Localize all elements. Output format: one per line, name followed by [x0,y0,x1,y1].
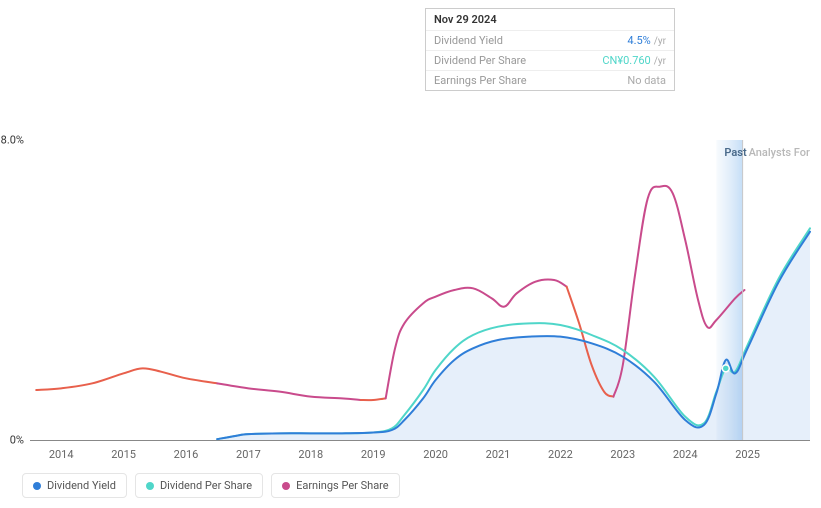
x-tick: 2014 [49,448,74,461]
y-tick-top: 18.0% [0,134,24,147]
x-tick: 2025 [735,448,760,461]
legend-item[interactable]: Earnings Per Share [271,473,400,498]
x-tick: 2019 [361,448,386,461]
tooltip-row: Earnings Per Share No data [426,71,674,90]
forecast-label: Analysts For [749,146,810,159]
past-label: Past [724,146,746,159]
y-tick-bottom: 0% [10,434,24,447]
legend-label: Earnings Per Share [296,479,389,492]
x-axis: 2014 2015 2016 2017 2018 2019 2020 2021 2022 2023… [30,448,811,468]
legend-swatch [282,482,290,490]
x-tick: 2015 [111,448,136,461]
tooltip: Nov 29 2024 Dividend Yield4.5%/yrDividen… [425,8,675,91]
legend: Dividend Yield Dividend Per Share Earnings… [22,473,400,498]
x-tick: 2017 [236,448,261,461]
x-tick: 2021 [486,448,511,461]
x-tick: 2023 [610,448,635,461]
legend-swatch [146,482,154,490]
x-tick: 2020 [423,448,448,461]
tooltip-row: Dividend Per Share CN¥0.760/yr [426,51,674,71]
legend-item[interactable]: Dividend Yield [22,473,127,498]
tooltip-row-value: CN¥0.760/yr [602,54,666,67]
legend-label: Dividend Per Share [160,479,252,492]
x-tick: 2022 [548,448,573,461]
legend-item[interactable]: Dividend Per Share [135,473,263,498]
legend-swatch [33,482,41,490]
chart-area: 18.0% 0% Past Analysts For [30,140,810,440]
tooltip-row-value: 4.5%/yr [627,34,666,47]
tooltip-row: Dividend Yield 4.5%/yr [426,31,674,51]
tooltip-row-label: Dividend Yield [434,34,503,47]
x-tick: 2018 [298,448,323,461]
x-tick: 2024 [673,448,698,461]
chart-svg [30,140,810,440]
x-tick: 2016 [174,448,199,461]
tooltip-row-label: Dividend Per Share [434,54,526,67]
tooltip-row-value: No data [627,74,666,87]
legend-label: Dividend Yield [47,479,116,492]
x-axis-line [30,440,810,441]
tooltip-row-label: Earnings Per Share [434,74,527,87]
tooltip-title: Nov 29 2024 [426,9,674,31]
